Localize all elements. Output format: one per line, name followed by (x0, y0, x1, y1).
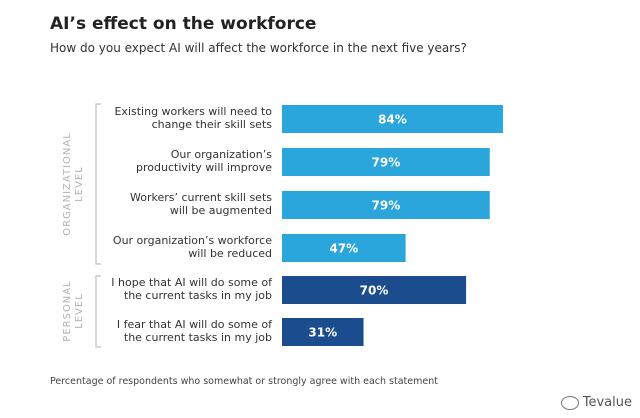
category-label: I fear that AI will do some of (117, 318, 273, 331)
category-label: the current tasks in my job (124, 289, 272, 302)
category-label: I hope that AI will do some of (111, 276, 273, 289)
category-label: will be augmented (170, 204, 272, 217)
bar-value-label: 31% (308, 326, 337, 340)
group-bracket (95, 275, 101, 348)
bar-value-label: 84% (378, 113, 407, 127)
group-bracket (95, 103, 101, 265)
category-label: change their skill sets (152, 118, 273, 131)
wechat-icon (560, 395, 579, 410)
bar (282, 191, 490, 219)
watermark-text: Tevalue (582, 395, 632, 410)
group-label: ORGANIZATIONALLEVEL (62, 132, 85, 236)
bar-value-label: 79% (372, 199, 401, 213)
bar (282, 234, 406, 262)
bar (282, 276, 467, 304)
watermark: Tevalue (560, 395, 632, 410)
value-labels: 84% 79% 79% 47% 70% 31% (308, 113, 406, 340)
bar-value-label: 79% (372, 156, 401, 170)
group-labels: ORGANIZATIONALLEVEL PERSONALLEVEL (62, 132, 85, 342)
group-brackets (95, 103, 101, 348)
chart-title: AI’s effect on the workforce (50, 14, 317, 34)
bar (282, 318, 364, 346)
category-label: Existing workers will need to (114, 105, 272, 118)
bar-value-label: 70% (360, 284, 389, 298)
bars (282, 105, 503, 346)
category-label: productivity will improve (136, 161, 272, 174)
category-label: the current tasks in my job (124, 331, 272, 344)
chart-subtitle: How do you expect AI will affect the wor… (50, 41, 467, 55)
category-label: Our organization’s workforce (113, 234, 272, 247)
category-label: Workers’ current skill sets (130, 191, 272, 204)
bar (282, 105, 503, 133)
category-label: Our organization’s (171, 148, 273, 161)
footnote: Percentage of respondents who somewhat o… (50, 376, 438, 387)
group-label: PERSONALLEVEL (62, 280, 85, 341)
bar-value-label: 47% (329, 242, 358, 256)
bar (282, 148, 490, 176)
category-label: will be reduced (188, 247, 272, 260)
